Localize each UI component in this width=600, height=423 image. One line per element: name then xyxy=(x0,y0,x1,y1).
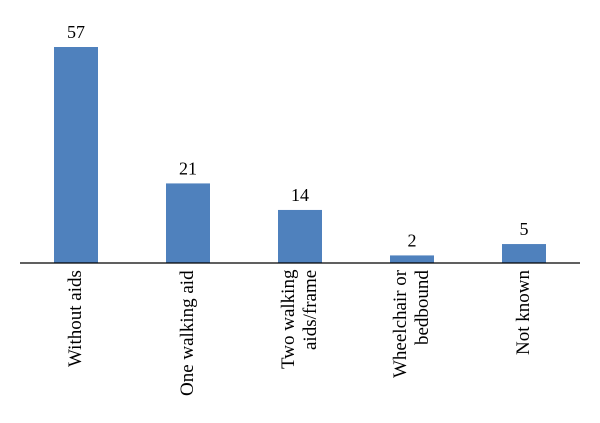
x-tick-label: One walking aid xyxy=(177,270,198,396)
value-label: 57 xyxy=(67,22,85,42)
x-tick-label: Two walking aids/frame xyxy=(278,270,321,370)
value-label: 5 xyxy=(520,219,529,239)
x-tick-label: Wheelchair or bedbound xyxy=(390,270,433,379)
value-label: 2 xyxy=(408,230,417,250)
bar xyxy=(390,255,434,263)
bar xyxy=(502,244,546,263)
bar xyxy=(54,47,98,263)
bar xyxy=(166,183,210,263)
bar xyxy=(278,209,322,263)
x-tick-label: Without aids xyxy=(65,270,86,367)
value-label: 21 xyxy=(179,158,197,178)
x-tick-label: Not known xyxy=(513,270,534,355)
value-label: 14 xyxy=(291,185,309,205)
